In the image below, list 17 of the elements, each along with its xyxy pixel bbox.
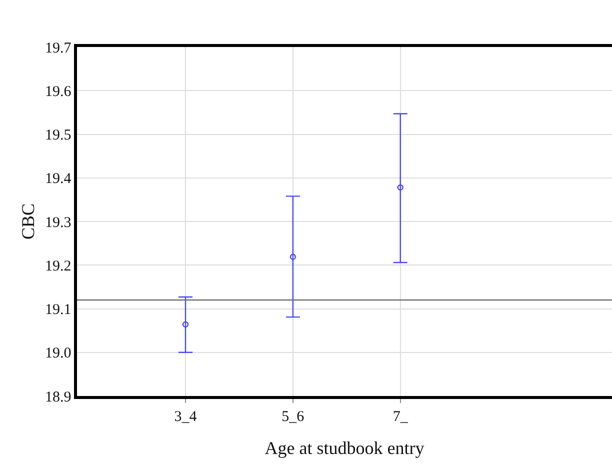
- x-tick-label: 5_6: [282, 408, 305, 425]
- y-tick-label: 19.5: [45, 128, 72, 144]
- y-tick-label: 19.3: [45, 214, 72, 231]
- y-tick-label: 19.2: [45, 258, 72, 274]
- point: [397, 184, 404, 191]
- y-tick-label: 18.9: [45, 389, 72, 406]
- x-tick-label: 3_4: [174, 408, 198, 425]
- point: [290, 254, 296, 260]
- y-tick-label: 19.0: [45, 346, 72, 362]
- y-tick-label: 19.4: [45, 171, 72, 188]
- y-tick-label: 19.1: [45, 302, 72, 318]
- x-axis-title: Age at studbook entry: [264, 438, 424, 458]
- point: [182, 321, 189, 328]
- y-tick-label: 19.7: [45, 40, 72, 56]
- y-axis-title: CBC: [18, 203, 38, 240]
- y-tick-label: 19.6: [45, 84, 72, 100]
- x-tick-label: 7_: [392, 408, 408, 425]
